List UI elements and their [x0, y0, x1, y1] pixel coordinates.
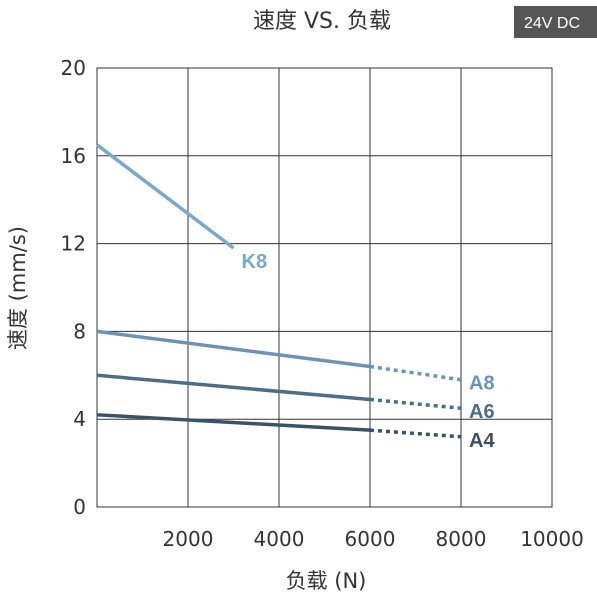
x-tick-label: 2000	[163, 527, 214, 551]
series-line-a6	[96, 373, 371, 402]
series-label-k8: K8	[242, 251, 268, 273]
series-label-a8: A8	[469, 373, 495, 395]
series-label-a6: A6	[469, 401, 495, 423]
y-tick-label: 12	[61, 232, 86, 256]
plot-frame	[96, 67, 553, 508]
x-tick-label: 4000	[254, 527, 305, 551]
voltage-badge: 24V DC	[514, 6, 597, 38]
voltage-badge-text: 24V DC	[524, 15, 580, 32]
series-label-a4: A4	[469, 430, 495, 452]
y-tick-label: 8	[73, 319, 86, 343]
series-lines	[95, 143, 462, 439]
y-tick-label: 4	[73, 407, 86, 431]
chart-title: 速度 VS. 负载	[253, 9, 391, 34]
x-axis-label: 负载 (N)	[286, 569, 367, 593]
y-tick-label: 0	[73, 495, 86, 519]
y-tick-labels: 0 4 8 12 16 20	[61, 56, 86, 519]
x-tick-label: 10000	[520, 527, 584, 551]
y-tick-label: 16	[61, 144, 86, 168]
grid	[97, 68, 552, 507]
x-tick-labels: 2000 4000 6000 8000 10000	[163, 527, 584, 551]
y-axis-label: 速度 (mm/s)	[6, 226, 30, 350]
series-line-a8	[96, 329, 371, 369]
y-tick-label: 20	[61, 56, 86, 80]
voltage-badge-box	[514, 6, 597, 38]
series-line-k8	[95, 143, 235, 250]
series-labels: K8 A8 A6 A4	[242, 251, 496, 452]
series-line-a4	[96, 413, 371, 432]
x-tick-label: 6000	[345, 527, 396, 551]
x-tick-label: 8000	[436, 527, 487, 551]
